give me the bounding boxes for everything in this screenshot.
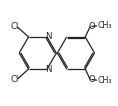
Text: O: O (88, 75, 95, 84)
Text: Cl: Cl (11, 22, 19, 31)
Text: N: N (45, 65, 52, 74)
Text: CH₃: CH₃ (98, 21, 112, 30)
Text: N: N (45, 32, 52, 41)
Text: O: O (88, 22, 95, 31)
Text: CH₃: CH₃ (98, 76, 112, 85)
Text: Cl: Cl (11, 75, 19, 84)
